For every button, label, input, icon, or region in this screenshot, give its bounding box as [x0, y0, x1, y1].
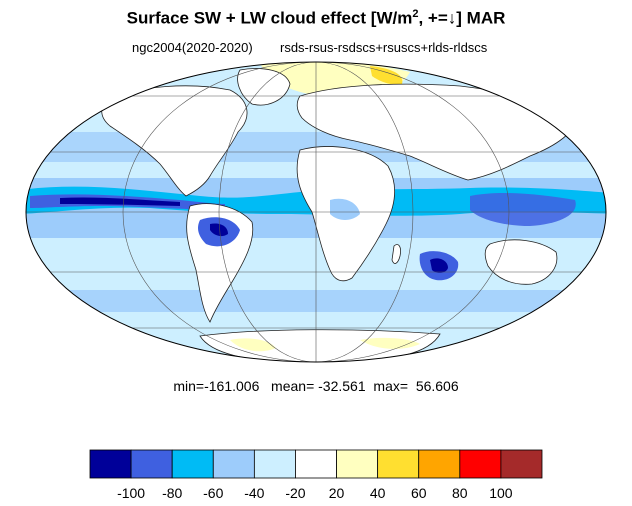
colorbar-swatch-6 — [336, 449, 379, 479]
antarctica-positive — [230, 338, 276, 352]
plot-title: Surface SW + LW cloud effect [W/m2, +=↓]… — [0, 8, 632, 29]
itcz-extreme — [60, 197, 180, 206]
colorbar-swatch-1 — [130, 449, 173, 479]
colorbar-label-4: -20 — [285, 485, 305, 501]
south-indian-ocean-core — [430, 258, 448, 273]
mean-label: mean= — [271, 378, 315, 394]
max-label: max= — [373, 378, 409, 394]
meridian-120 — [122, 62, 510, 362]
colorbar: -100 -80 -60 -40 -20 20 40 60 80 100 — [89, 449, 543, 501]
map-outline — [25, 61, 607, 363]
amazon-core — [210, 223, 228, 237]
variable-formula: rsds-rsus-rsdscs+rsuscs+rlds-rldscs — [280, 40, 488, 55]
colorbar-swatch-8 — [418, 449, 461, 479]
colorbar-swatch-7 — [377, 449, 420, 479]
world-map — [25, 61, 607, 363]
north-america — [101, 85, 248, 197]
max-value: 56.606 — [415, 378, 459, 394]
map-field — [26, 62, 606, 362]
colorbar-label-8: 80 — [452, 485, 468, 501]
colorbar-swatch-10 — [500, 449, 543, 479]
colorbar-label-6: 40 — [370, 485, 386, 501]
australia — [484, 239, 558, 285]
madagascar — [391, 244, 401, 264]
southern-ocean-band — [26, 290, 606, 312]
min-label: min= — [173, 378, 205, 394]
colorbar-label-1: -80 — [162, 485, 182, 501]
statistics-line: min=-161.006 mean= -32.561 max= 56.606 — [0, 378, 632, 394]
colorbar-swatch-3 — [212, 449, 255, 479]
arctic-positive-core — [370, 66, 403, 85]
colorbar-swatch-0 — [89, 449, 132, 479]
colorbar-label-2: -60 — [203, 485, 223, 501]
colorbar-label-9: 100 — [489, 485, 513, 501]
min-value: -161.006 — [204, 378, 260, 394]
colorbar-label-7: 60 — [411, 485, 427, 501]
title-suffix: , +=↓] MAR — [418, 8, 506, 28]
title-superscript: 2 — [412, 8, 419, 20]
mean-value: -32.561 — [318, 378, 366, 394]
meridian-60 — [218, 62, 414, 362]
colorbar-swatch-9 — [459, 449, 502, 479]
colorbar-label-5: 20 — [329, 485, 345, 501]
maritime-continent — [470, 193, 576, 226]
title-prefix: Surface SW + LW cloud effect [W/m — [126, 8, 413, 28]
case-name: ngc2004(2020-2020) — [132, 40, 253, 55]
colorbar-swatch-4 — [253, 449, 296, 479]
congo-moderate — [330, 198, 360, 220]
colorbar-swatch-5 — [295, 449, 337, 479]
colorbar-label-0: -100 — [117, 485, 145, 501]
antarctica-positive-east — [360, 337, 420, 349]
colorbar-swatch-2 — [171, 449, 214, 479]
colorbar-label-3: -40 — [244, 485, 264, 501]
eurasia — [296, 83, 579, 181]
